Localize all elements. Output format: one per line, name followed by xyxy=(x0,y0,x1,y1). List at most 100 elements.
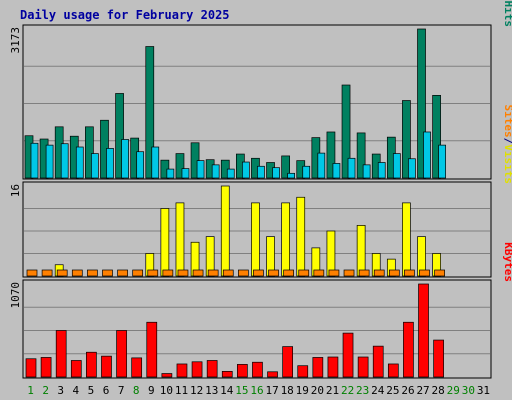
bar-sites xyxy=(147,269,159,277)
series-legend-label: KBytes xyxy=(502,242,512,282)
legend-part: Hits xyxy=(502,1,512,28)
bar-sites xyxy=(71,269,83,277)
bar-sites xyxy=(192,269,204,277)
series-legend-label: Pages/Files/Hits xyxy=(502,0,512,27)
bar-sites xyxy=(253,269,264,277)
bar-sites xyxy=(162,269,174,277)
day-label: 24 xyxy=(371,384,385,397)
bar-files xyxy=(257,165,265,179)
bar-kbytes xyxy=(403,321,414,378)
bar-sites xyxy=(87,269,98,277)
bar-files xyxy=(377,162,386,179)
bar-kbytes xyxy=(418,283,429,378)
bar-sites xyxy=(26,269,38,277)
bar-kbytes xyxy=(131,357,143,378)
bar-kbytes xyxy=(146,321,158,378)
day-label: 21 xyxy=(326,384,339,397)
day-label: 10 xyxy=(160,384,173,397)
day-label: 5 xyxy=(88,384,95,397)
bar-files xyxy=(408,158,416,179)
bar-sites xyxy=(102,269,113,277)
bar-files xyxy=(166,168,175,179)
bar-sites xyxy=(298,269,310,277)
bar-kbytes xyxy=(252,361,263,378)
bar-sites xyxy=(268,269,279,277)
bar-sites xyxy=(434,269,445,277)
day-label: 3 xyxy=(57,384,64,397)
bar-kbytes xyxy=(206,360,218,378)
bar-hits xyxy=(341,84,351,179)
bar-files xyxy=(272,167,280,179)
bar-files xyxy=(392,153,401,179)
bar-sites xyxy=(238,269,249,277)
bar-hits xyxy=(85,126,94,179)
bar-visits xyxy=(356,225,366,277)
bar-files xyxy=(362,164,371,179)
bar-kbytes xyxy=(161,373,173,378)
bar-files xyxy=(211,164,220,179)
day-label: 27 xyxy=(416,384,429,397)
bar-sites xyxy=(419,269,430,277)
bar-kbytes xyxy=(86,351,97,378)
legend-part: Sites xyxy=(502,105,512,138)
bar-sites xyxy=(358,269,370,277)
bar-files xyxy=(242,161,250,179)
panel-kbytes: 1070 KBytes xyxy=(9,242,512,379)
bar-sites xyxy=(328,269,340,277)
bar-kbytes xyxy=(116,330,127,378)
bar-files xyxy=(287,172,295,179)
bar-visits xyxy=(160,208,170,277)
bar-files xyxy=(317,152,326,179)
bar-hits xyxy=(356,132,366,179)
bar-files xyxy=(226,168,235,179)
bar-files xyxy=(106,148,114,179)
bar-visits xyxy=(175,202,185,277)
bar-files xyxy=(196,160,205,179)
bar-kbytes xyxy=(237,364,248,378)
bar-kbytes xyxy=(357,356,369,378)
bar-sites xyxy=(222,269,234,277)
bar-sites xyxy=(388,269,400,277)
legend-part: / xyxy=(502,138,512,145)
bar-hits xyxy=(281,155,290,179)
bar-kbytes xyxy=(70,360,82,378)
bar-sites xyxy=(177,269,189,277)
bar-hits xyxy=(145,46,155,179)
bar-files xyxy=(438,144,446,179)
bar-sites xyxy=(41,269,53,277)
bar-kbytes xyxy=(297,365,309,378)
day-label: 15 xyxy=(235,384,248,397)
bar-files xyxy=(136,151,145,179)
day-label: 22 xyxy=(341,384,354,397)
day-label: 13 xyxy=(205,384,218,397)
bar-sites xyxy=(283,269,294,277)
bar-sites xyxy=(207,269,219,277)
bar-sites xyxy=(132,269,144,277)
day-label: 11 xyxy=(175,384,188,397)
bar-sites xyxy=(343,269,355,277)
bar-kbytes xyxy=(342,332,354,378)
panel-hits-files-pages: 3173 Pages/Files/Hits xyxy=(9,0,512,180)
bar-kbytes xyxy=(327,356,339,378)
day-label: 16 xyxy=(250,384,263,397)
bar-kbytes xyxy=(282,346,293,378)
bar-files xyxy=(45,144,54,179)
bar-kbytes xyxy=(267,371,278,378)
x-axis-day-labels: 1 2 3 4 5 6 7 8 9 10 11 12 13 14 15 16 17 18 19 20 21 22 23 24 2… xyxy=(27,384,490,397)
panel-visits-sites: 16 Sites/Visits xyxy=(9,105,512,278)
bar-sites xyxy=(404,269,415,277)
bar-kbytes xyxy=(433,339,444,378)
day-label: 12 xyxy=(190,384,203,397)
legend-part: Visits xyxy=(502,144,512,184)
day-label: 28 xyxy=(432,384,445,397)
y-max-label: 1070 xyxy=(9,282,22,309)
legend-part: KBytes xyxy=(502,242,512,282)
bar-kbytes xyxy=(40,357,52,378)
bar-files xyxy=(347,157,356,179)
bar-visits xyxy=(281,202,290,277)
day-label: 2 xyxy=(42,384,49,397)
bar-kbytes xyxy=(25,358,37,378)
bar-kbytes xyxy=(387,363,399,378)
day-label: 19 xyxy=(296,384,309,397)
